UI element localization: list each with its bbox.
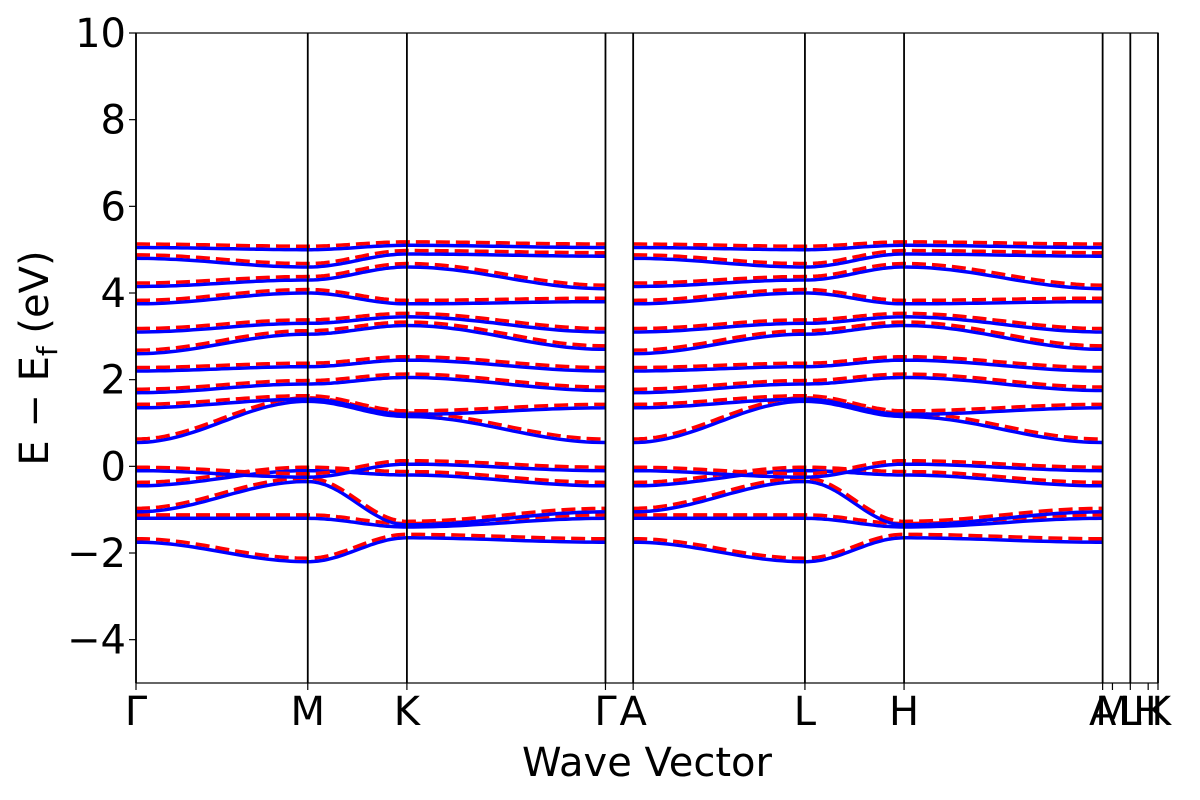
band-line-spin-up (633, 536, 1103, 564)
band-line-spin-up (633, 252, 1103, 269)
band-line-spin-up (136, 243, 606, 252)
y-tick-label: 0 (101, 444, 126, 490)
plot-frame (135, 32, 1159, 684)
band-line-spin-up (633, 315, 1103, 334)
band-line-spin-down (136, 372, 606, 391)
band-line-spin-up (633, 358, 1103, 373)
band-line-spin-up (633, 375, 1103, 395)
band-line-spin-up (136, 536, 606, 564)
x-tick-label: Γ (125, 689, 148, 735)
x-tick-label: L (794, 689, 817, 735)
band-line-spin-up (136, 358, 606, 373)
band-line-spin-down (633, 240, 1103, 248)
band-line-spin-up (136, 479, 606, 527)
band-line-spin-down (633, 476, 1103, 524)
band-line-spin-up (633, 516, 1103, 529)
band-line-spin-down (633, 372, 1103, 391)
high-symmetry-lines (135, 33, 1159, 683)
band-line-spin-down (136, 311, 606, 331)
y-tick-label: 4 (101, 271, 126, 317)
y-axis-label-main: E − E (12, 356, 58, 466)
y-tick-label: −2 (67, 531, 126, 577)
x-tick-label: M (291, 689, 326, 735)
band-line-spin-up (135, 323, 606, 356)
band-line-spin-down (633, 458, 1103, 476)
band-line-spin-down (135, 532, 606, 560)
band-line-spin-up (136, 265, 606, 291)
y-tick-label: 6 (101, 184, 126, 230)
x-tick-label: K (394, 689, 422, 735)
band-line-spin-down (633, 532, 1103, 560)
band-line-spin-down (136, 354, 606, 370)
band-line-spin-down (136, 261, 606, 287)
band-line-spin-down (633, 311, 1103, 331)
band-line-spin-up (633, 462, 1103, 479)
band-line-spin-up (633, 243, 1103, 252)
band-line-spin-down (633, 287, 1103, 303)
band-line-spin-down (633, 248, 1103, 266)
band-line-spin-up (633, 479, 1103, 527)
x-tick-label: L (1119, 689, 1142, 735)
band-line-spin-up (633, 468, 1103, 488)
band-line-spin-up (135, 252, 606, 269)
band-line-spin-up (633, 291, 1103, 306)
band-line-spin-up (633, 323, 1103, 356)
band-line-spin-up (135, 399, 606, 445)
y-tick-label: −4 (67, 618, 126, 664)
band-line-spin-down (135, 287, 606, 303)
band-line-spin-up (136, 397, 606, 417)
x-tick-label: Γ (594, 689, 617, 735)
x-tick-label: A (619, 689, 647, 735)
band-line-spin-down (633, 320, 1103, 352)
band-line-spin-up (633, 399, 1103, 445)
band-line-spin-up (135, 375, 606, 395)
x-tick-label: H (889, 689, 919, 735)
x-tick-label: K (1145, 689, 1173, 735)
band-line-spin-up (136, 315, 606, 334)
x-tick-label: H (1133, 689, 1163, 735)
band-line-spin-up (633, 397, 1103, 417)
band-line-spin-up (136, 516, 606, 529)
band-line-spin-down (136, 458, 606, 476)
band-line-spin-down (135, 320, 606, 352)
y-axis-label: E − Ef (eV) (12, 250, 64, 465)
x-tick-label: A (1089, 689, 1117, 735)
x-axis-label: Wave Vector (522, 740, 773, 786)
band-line-spin-down (633, 261, 1103, 287)
band-line-spin-down (135, 393, 606, 413)
band-line-spin-down (633, 354, 1103, 370)
y-tick-label: 2 (101, 358, 126, 404)
x-tick-label: M (1095, 689, 1130, 735)
band-line-spin-up (136, 468, 606, 488)
y-tick-label: 10 (75, 11, 126, 57)
band-line-spin-up (136, 462, 606, 479)
y-axis-ticks: −4 −2 0 2 4 6 8 10 (67, 11, 136, 664)
band-line-spin-down (136, 248, 606, 266)
y-axis-label-unit: (eV) (12, 250, 58, 346)
band-line-spin-up (633, 265, 1103, 291)
band-line-spin-down (135, 476, 606, 524)
band-lines (135, 240, 1103, 564)
band-line-spin-up (136, 291, 606, 306)
band-line-spin-down (136, 240, 606, 248)
y-tick-label: 8 (101, 98, 126, 144)
band-line-spin-down (633, 393, 1103, 413)
y-axis-label-subscript: f (31, 345, 64, 356)
